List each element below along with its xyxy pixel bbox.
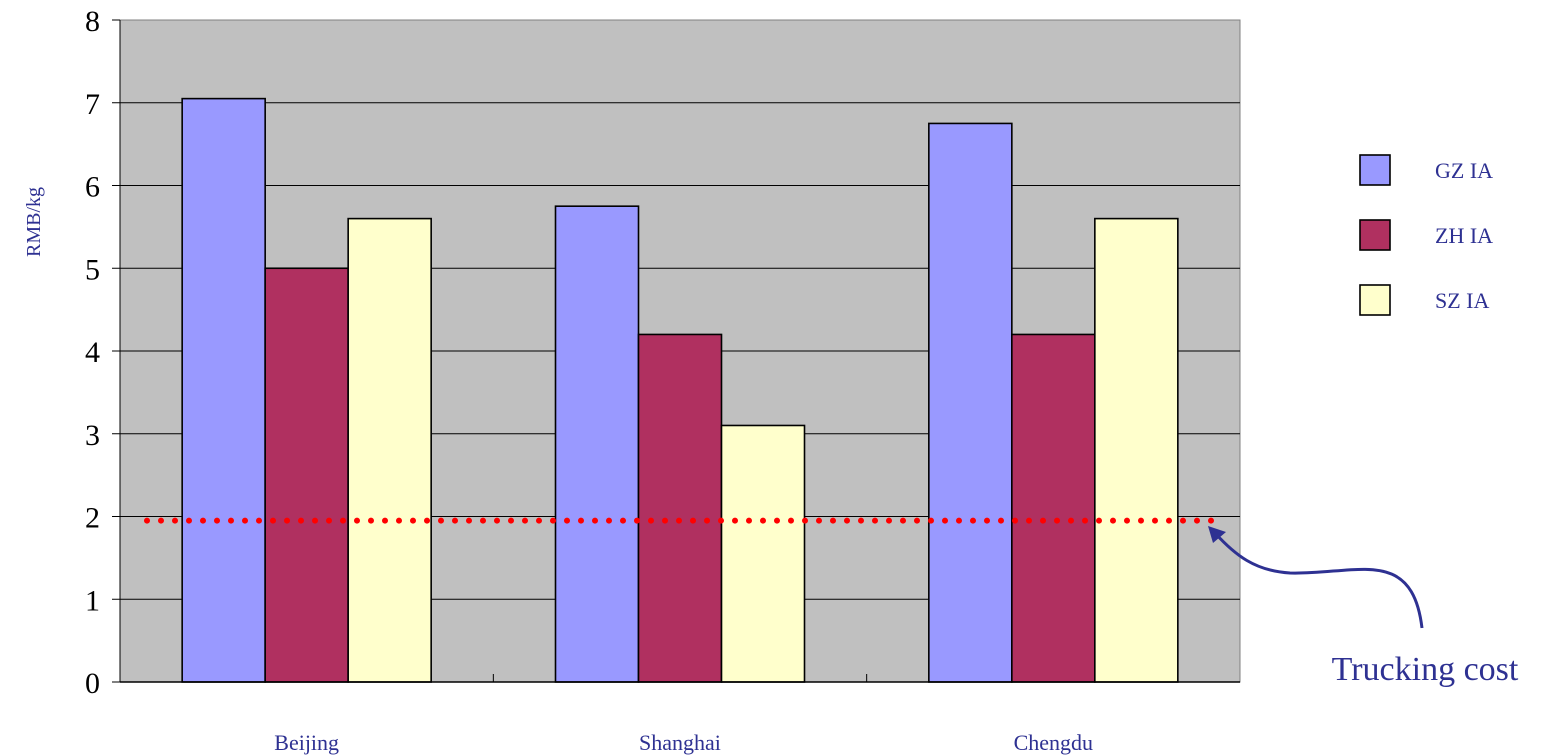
annotation-arrowhead-icon bbox=[1208, 526, 1226, 543]
legend-label: GZ IA bbox=[1435, 158, 1493, 183]
y-tick-label: 0 bbox=[85, 667, 100, 700]
bar-gz-ia-shanghai bbox=[554, 205, 640, 683]
x-tick-label: Shanghai bbox=[639, 730, 721, 755]
x-tick-label: Chengdu bbox=[1014, 730, 1093, 755]
bar-gz-ia-chengdu bbox=[928, 122, 1013, 683]
legend-swatch-zh-ia bbox=[1359, 219, 1391, 251]
legend: GZ IA ZH IA SZ IA bbox=[1359, 154, 1493, 316]
y-tick-label: 1 bbox=[85, 584, 100, 617]
y-tick-label: 4 bbox=[85, 336, 100, 369]
bar-sz-ia-beijing bbox=[347, 217, 432, 683]
x-axis-ticks: Beijing Shanghai Chengdu bbox=[120, 674, 1240, 755]
bars bbox=[181, 97, 1179, 683]
legend-label: SZ IA bbox=[1435, 288, 1490, 313]
y-axis-ticks: 0 1 2 3 4 5 6 7 8 bbox=[85, 5, 121, 700]
legend-label: ZH IA bbox=[1435, 223, 1493, 248]
x-tick-label: Beijing bbox=[274, 730, 339, 755]
y-tick-label: 3 bbox=[85, 419, 100, 452]
bar-zh-ia-beijing bbox=[264, 267, 349, 683]
annotation-arrow-icon bbox=[1213, 531, 1424, 629]
y-axis-label: RMB/kg bbox=[23, 187, 45, 257]
bar-gz-ia-beijing bbox=[181, 97, 266, 683]
bar-zh-ia-chengdu bbox=[1011, 333, 1096, 683]
y-tick-label: 7 bbox=[85, 88, 100, 121]
y-tick-label: 6 bbox=[85, 171, 100, 204]
annotation-trucking-cost: Trucking cost bbox=[1332, 651, 1519, 688]
bar-zh-ia-shanghai bbox=[637, 333, 723, 683]
y-tick-label: 2 bbox=[85, 502, 100, 535]
bar-sz-ia-chengdu bbox=[1094, 217, 1179, 683]
bar-sz-ia-shanghai bbox=[720, 424, 806, 683]
legend-swatch-gz-ia bbox=[1359, 154, 1391, 186]
y-tick-label: 8 bbox=[85, 5, 100, 38]
y-tick-label: 5 bbox=[85, 253, 100, 286]
legend-swatch-sz-ia bbox=[1359, 284, 1391, 316]
